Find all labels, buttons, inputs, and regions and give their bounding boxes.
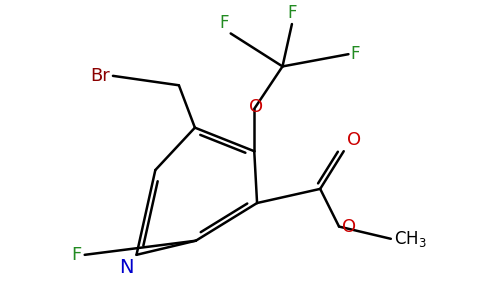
Text: F: F: [72, 246, 82, 264]
Text: N: N: [119, 258, 134, 277]
Text: Br: Br: [91, 67, 110, 85]
Text: F: F: [350, 45, 360, 63]
Text: O: O: [347, 131, 361, 149]
Text: O: O: [249, 98, 263, 116]
Text: CH$_3$: CH$_3$: [393, 229, 426, 249]
Text: F: F: [287, 4, 297, 22]
Text: O: O: [342, 218, 356, 236]
Text: F: F: [219, 14, 229, 32]
